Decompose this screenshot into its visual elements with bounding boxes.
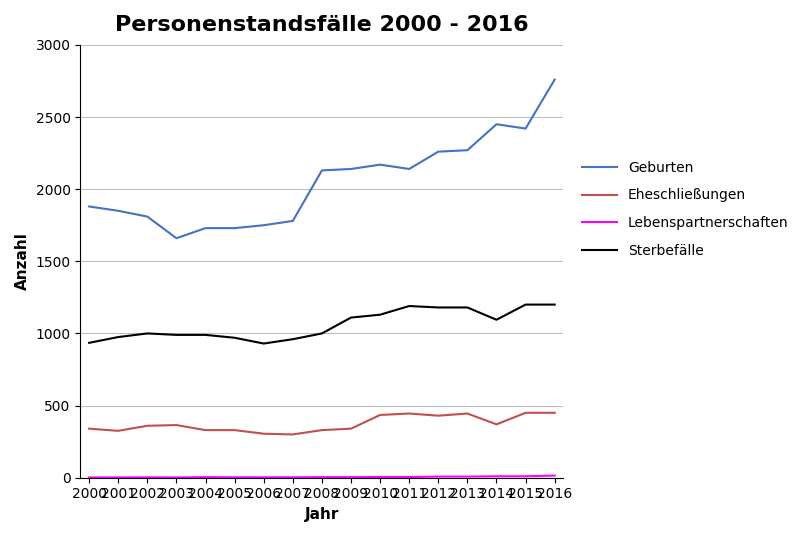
Sterbefälle — [520, 301, 530, 308]
Geburten — [520, 125, 530, 132]
Sterbefälle — [345, 314, 355, 321]
Sterbefälle — [259, 340, 268, 347]
Geburten — [171, 235, 181, 242]
Lebenspartnerschaften — [491, 473, 500, 480]
Eheschließungen — [288, 431, 298, 438]
Geburten — [259, 222, 268, 228]
Lebenspartnerschaften — [114, 474, 123, 481]
Sterbefälle — [114, 334, 123, 340]
Eheschließungen — [404, 410, 414, 417]
Eheschließungen — [462, 410, 472, 417]
Lebenspartnerschaften — [375, 474, 384, 480]
Sterbefälle — [288, 336, 298, 343]
Y-axis label: Anzahl: Anzahl — [15, 233, 30, 290]
Title: Personenstandsfälle 2000 - 2016: Personenstandsfälle 2000 - 2016 — [115, 15, 528, 35]
Sterbefälle — [375, 311, 384, 318]
Lebenspartnerschaften — [433, 473, 443, 480]
Sterbefälle — [491, 316, 500, 323]
Eheschließungen — [230, 427, 239, 433]
Eheschließungen — [114, 427, 123, 434]
Eheschließungen — [345, 425, 355, 432]
Sterbefälle — [200, 332, 210, 338]
Lebenspartnerschaften — [520, 473, 530, 480]
Lebenspartnerschaften — [142, 474, 152, 481]
Lebenspartnerschaften — [171, 474, 181, 481]
Eheschließungen — [200, 427, 210, 433]
Sterbefälle — [549, 301, 559, 308]
Lebenspartnerschaften — [200, 474, 210, 481]
Sterbefälle — [462, 304, 472, 311]
Legend: Geburten, Eheschließungen, Lebenspartnerschaften, Sterbefälle: Geburten, Eheschließungen, Lebenspartner… — [574, 154, 795, 265]
Lebenspartnerschaften — [345, 474, 355, 481]
Geburten — [462, 147, 472, 154]
Geburten — [84, 204, 94, 210]
Sterbefälle — [404, 303, 414, 309]
Lebenspartnerschaften — [259, 474, 268, 481]
Sterbefälle — [142, 330, 152, 337]
Line: Geburten: Geburten — [89, 79, 554, 238]
Geburten — [404, 166, 414, 172]
Lebenspartnerschaften — [316, 474, 326, 481]
Eheschließungen — [549, 410, 559, 416]
Geburten — [114, 208, 123, 214]
Lebenspartnerschaften — [288, 474, 298, 481]
Eheschließungen — [259, 431, 268, 437]
Sterbefälle — [316, 330, 326, 337]
Eheschließungen — [316, 427, 326, 433]
Eheschließungen — [84, 425, 94, 432]
Lebenspartnerschaften — [84, 474, 94, 481]
Geburten — [288, 217, 298, 224]
Sterbefälle — [433, 304, 443, 311]
Geburten — [142, 213, 152, 220]
Eheschließungen — [433, 412, 443, 419]
Sterbefälle — [84, 339, 94, 346]
Lebenspartnerschaften — [462, 473, 472, 480]
Lebenspartnerschaften — [230, 474, 239, 481]
Eheschließungen — [491, 421, 500, 427]
Geburten — [433, 148, 443, 155]
Sterbefälle — [230, 335, 239, 341]
Geburten — [491, 121, 500, 127]
Lebenspartnerschaften — [549, 473, 559, 479]
Geburten — [345, 166, 355, 172]
Sterbefälle — [171, 332, 181, 338]
Geburten — [316, 167, 326, 173]
Geburten — [375, 162, 384, 168]
Line: Lebenspartnerschaften: Lebenspartnerschaften — [89, 476, 554, 477]
Line: Sterbefälle: Sterbefälle — [89, 304, 554, 344]
Line: Eheschließungen: Eheschließungen — [89, 413, 554, 434]
Eheschließungen — [142, 423, 152, 429]
Eheschließungen — [171, 422, 181, 429]
Geburten — [200, 225, 210, 231]
Lebenspartnerschaften — [404, 474, 414, 480]
Geburten — [549, 76, 559, 83]
X-axis label: Jahr: Jahr — [304, 507, 339, 522]
Geburten — [230, 225, 239, 231]
Eheschließungen — [520, 410, 530, 416]
Eheschließungen — [375, 412, 384, 418]
